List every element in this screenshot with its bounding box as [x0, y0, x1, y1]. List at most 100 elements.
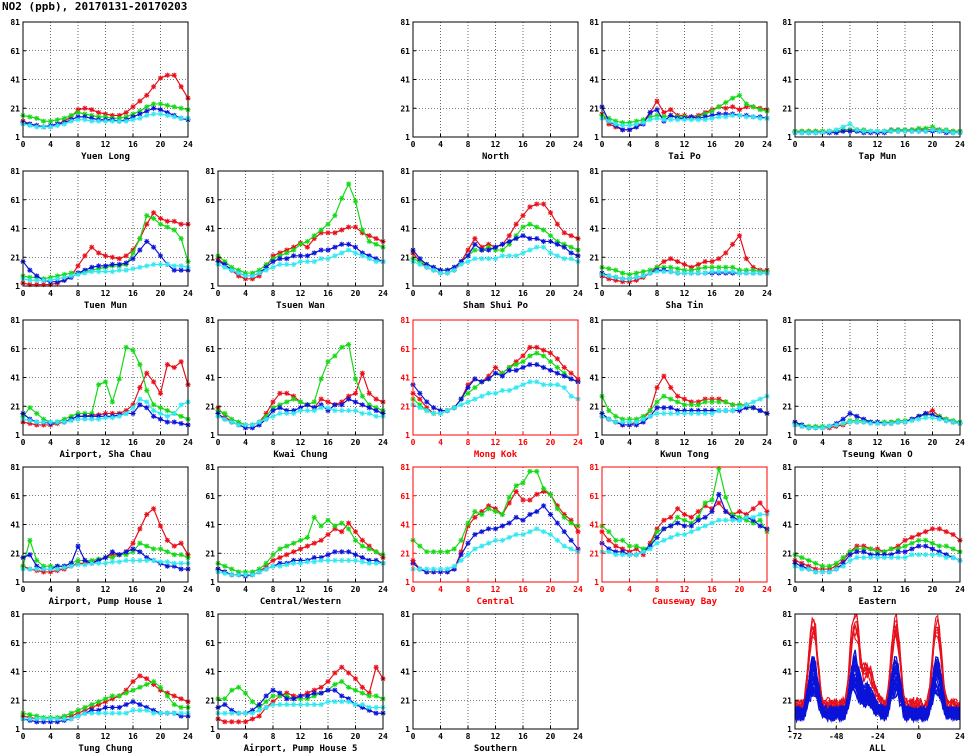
- y-tick-label: 81: [205, 463, 215, 472]
- data-point-red: [534, 491, 540, 497]
- data-point-red: [750, 506, 756, 512]
- data-point-blue: [109, 261, 115, 268]
- x-tick-label: 4: [438, 140, 443, 149]
- data-point-cyan: [936, 416, 942, 422]
- data-point-green: [417, 258, 423, 265]
- data-point-red: [854, 543, 860, 549]
- data-point-cyan: [109, 269, 115, 275]
- data-point-green: [47, 274, 54, 280]
- data-point-blue: [82, 114, 88, 120]
- panel-title: Southern: [474, 744, 517, 754]
- data-point-blue: [164, 563, 170, 569]
- data-point-red: [318, 537, 324, 543]
- data-point-blue: [366, 707, 372, 713]
- data-point-green: [270, 552, 276, 558]
- data-point-blue: [561, 373, 567, 379]
- data-point-green: [750, 267, 756, 273]
- x-tick-label: 16: [518, 438, 528, 447]
- data-point-blue: [923, 543, 929, 549]
- y-tick-label: 21: [589, 402, 599, 411]
- data-point-green: [874, 549, 881, 555]
- data-point-blue: [27, 267, 33, 273]
- data-point-blue: [750, 517, 756, 523]
- data-point-blue: [373, 407, 379, 414]
- data-point-cyan: [730, 269, 736, 275]
- data-point-cyan: [417, 566, 423, 572]
- data-point-red: [561, 511, 567, 518]
- data-point-blue: [144, 405, 150, 411]
- panel-title: Airport, Sha Chau: [59, 449, 151, 460]
- data-point-blue: [465, 253, 471, 259]
- data-point-blue: [513, 367, 519, 373]
- data-point-green: [750, 520, 756, 526]
- data-point-green: [96, 382, 102, 388]
- y-tick-label: 1: [594, 431, 599, 440]
- data-point-cyan: [688, 117, 694, 123]
- data-point-green: [688, 267, 694, 273]
- data-point-red: [164, 537, 170, 543]
- data-point-cyan: [75, 271, 81, 278]
- data-point-blue: [318, 554, 324, 561]
- data-point-red: [681, 396, 688, 402]
- data-point-cyan: [373, 704, 379, 711]
- data-point-green: [613, 537, 619, 543]
- x-tick-label: 20: [156, 438, 166, 447]
- data-point-blue: [424, 569, 430, 575]
- data-point-green: [164, 549, 170, 555]
- data-point-green: [709, 399, 715, 405]
- data-point-cyan: [840, 563, 846, 569]
- data-point-red: [688, 514, 694, 520]
- x-tick-label: 12: [101, 585, 111, 594]
- data-point-cyan: [486, 390, 492, 396]
- data-point-cyan: [229, 267, 235, 273]
- data-point-red: [178, 540, 184, 546]
- data-point-cyan: [613, 419, 619, 425]
- x-tick-label: 8: [76, 732, 81, 741]
- data-point-cyan: [178, 560, 184, 566]
- data-point-green: [520, 224, 526, 230]
- data-point-cyan: [541, 244, 547, 250]
- x-tick-label: 0: [21, 289, 26, 298]
- data-point-cyan: [640, 273, 646, 279]
- data-point-cyan: [750, 114, 756, 120]
- data-point-green: [534, 224, 540, 230]
- data-point-blue: [222, 701, 228, 708]
- data-point-cyan: [75, 562, 81, 568]
- data-point-green: [34, 557, 40, 564]
- data-point-green: [277, 693, 283, 699]
- data-point-green: [284, 543, 290, 549]
- data-point-cyan: [554, 382, 560, 388]
- data-point-cyan: [736, 270, 743, 276]
- panel-title: Central/Western: [260, 597, 341, 607]
- data-point-green: [743, 517, 749, 523]
- data-point-green: [256, 267, 262, 273]
- data-point-green: [568, 244, 574, 250]
- data-point-red: [950, 531, 956, 538]
- data-point-cyan: [54, 122, 60, 129]
- data-point-red: [513, 359, 519, 365]
- data-point-cyan: [486, 256, 492, 262]
- data-point-blue: [277, 690, 283, 696]
- data-point-red: [346, 393, 352, 399]
- data-point-cyan: [854, 554, 860, 561]
- data-point-cyan: [826, 569, 832, 575]
- data-point-blue: [506, 520, 512, 526]
- data-point-red: [568, 517, 574, 523]
- data-point-cyan: [61, 565, 67, 571]
- data-point-blue: [472, 376, 478, 382]
- data-point-blue: [359, 704, 365, 711]
- data-point-blue: [249, 425, 255, 431]
- data-point-cyan: [613, 121, 619, 127]
- data-point-blue: [277, 560, 283, 566]
- data-point-green: [513, 361, 519, 368]
- data-point-green: [137, 235, 143, 242]
- data-point-green: [311, 693, 317, 699]
- data-point-cyan: [359, 253, 365, 259]
- data-point-green: [716, 399, 722, 405]
- x-tick-label: 20: [156, 585, 166, 594]
- data-point-red: [520, 353, 526, 359]
- data-point-blue: [339, 549, 345, 555]
- data-point-cyan: [640, 549, 646, 555]
- data-point-red: [325, 531, 331, 538]
- x-tick-label: 8: [466, 585, 471, 594]
